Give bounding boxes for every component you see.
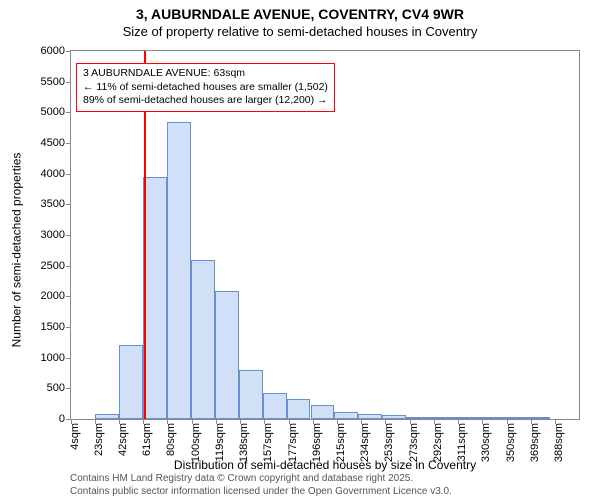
histogram-bar (119, 345, 143, 419)
ytick (66, 82, 71, 83)
annotation-box: 3 AUBURNDALE AVENUE: 63sqm ← 11% of semi… (76, 63, 335, 112)
xtick-label: 80sqm (165, 423, 177, 456)
xtick-label: 138sqm (238, 423, 250, 462)
ytick (66, 388, 71, 389)
annotation-line2: ← 11% of semi-detached houses are smalle… (83, 81, 328, 95)
ytick (66, 358, 71, 359)
xtick-label: 23sqm (93, 423, 105, 456)
histogram-bar (334, 412, 358, 419)
histogram-bar (382, 415, 406, 419)
ytick-label: 2000 (19, 290, 65, 302)
ytick-label: 0 (19, 413, 65, 425)
ytick (66, 327, 71, 328)
xtick-label: 311sqm (456, 423, 468, 461)
xtick-label: 234sqm (359, 423, 371, 462)
ytick-label: 5000 (19, 106, 65, 118)
histogram-bar (167, 122, 191, 419)
xtick-label: 273sqm (408, 423, 420, 462)
ytick (66, 296, 71, 297)
footnote-line2: Contains public sector information licen… (70, 486, 590, 499)
xtick-label: 196sqm (311, 423, 323, 462)
xtick-label: 253sqm (383, 423, 395, 462)
histogram-bar (239, 370, 263, 419)
ytick-label: 2500 (19, 260, 65, 272)
chart-title-line2: Size of property relative to semi-detach… (0, 24, 600, 39)
ytick (66, 143, 71, 144)
histogram-bar (502, 417, 526, 419)
x-axis-label: Distribution of semi-detached houses by … (70, 458, 580, 472)
xtick-label: 119sqm (214, 423, 226, 461)
xtick-label: 369sqm (529, 423, 541, 462)
ytick-label: 4000 (19, 168, 65, 180)
xtick-label: 4sqm (69, 423, 81, 450)
ytick (66, 204, 71, 205)
ytick (66, 51, 71, 52)
xtick-label: 215sqm (335, 423, 347, 462)
xtick-label: 157sqm (262, 423, 274, 462)
footnote: Contains HM Land Registry data © Crown c… (70, 473, 590, 498)
histogram-bar (143, 177, 167, 419)
xtick-label: 42sqm (117, 423, 129, 456)
histogram-bar (95, 414, 119, 419)
annotation-line1: 3 AUBURNDALE AVENUE: 63sqm (83, 67, 328, 81)
ytick-label: 6000 (19, 45, 65, 57)
ytick-label: 500 (19, 382, 65, 394)
annotation-line3: 89% of semi-detached houses are larger (… (83, 94, 328, 108)
histogram-bar (287, 399, 311, 419)
histogram-bar (191, 260, 215, 419)
ytick (66, 235, 71, 236)
ytick (66, 112, 71, 113)
xtick-label: 388sqm (553, 423, 565, 462)
ytick-label: 4500 (19, 137, 65, 149)
ytick-label: 1500 (19, 321, 65, 333)
xtick-label: 350sqm (505, 423, 517, 462)
chart-title-line1: 3, AUBURNDALE AVENUE, COVENTRY, CV4 9WR (0, 6, 600, 22)
ytick (66, 174, 71, 175)
xtick-label: 61sqm (141, 423, 153, 456)
ytick-label: 1000 (19, 352, 65, 364)
histogram-bar (311, 405, 335, 419)
plot-area: 0500100015002000250030003500400045005000… (70, 50, 580, 420)
ytick-label: 5500 (19, 76, 65, 88)
xtick-label: 292sqm (432, 423, 444, 462)
ytick-label: 3000 (19, 229, 65, 241)
ytick-label: 3500 (19, 198, 65, 210)
histogram-bar (526, 417, 550, 419)
ytick (66, 266, 71, 267)
footnote-line1: Contains HM Land Registry data © Crown c… (70, 473, 590, 486)
histogram-bar (215, 291, 239, 419)
xtick-label: 330sqm (480, 423, 492, 462)
xtick-label: 100sqm (190, 423, 202, 462)
histogram-bar (263, 393, 287, 419)
xtick-label: 177sqm (287, 423, 299, 462)
histogram-bar (358, 414, 382, 419)
